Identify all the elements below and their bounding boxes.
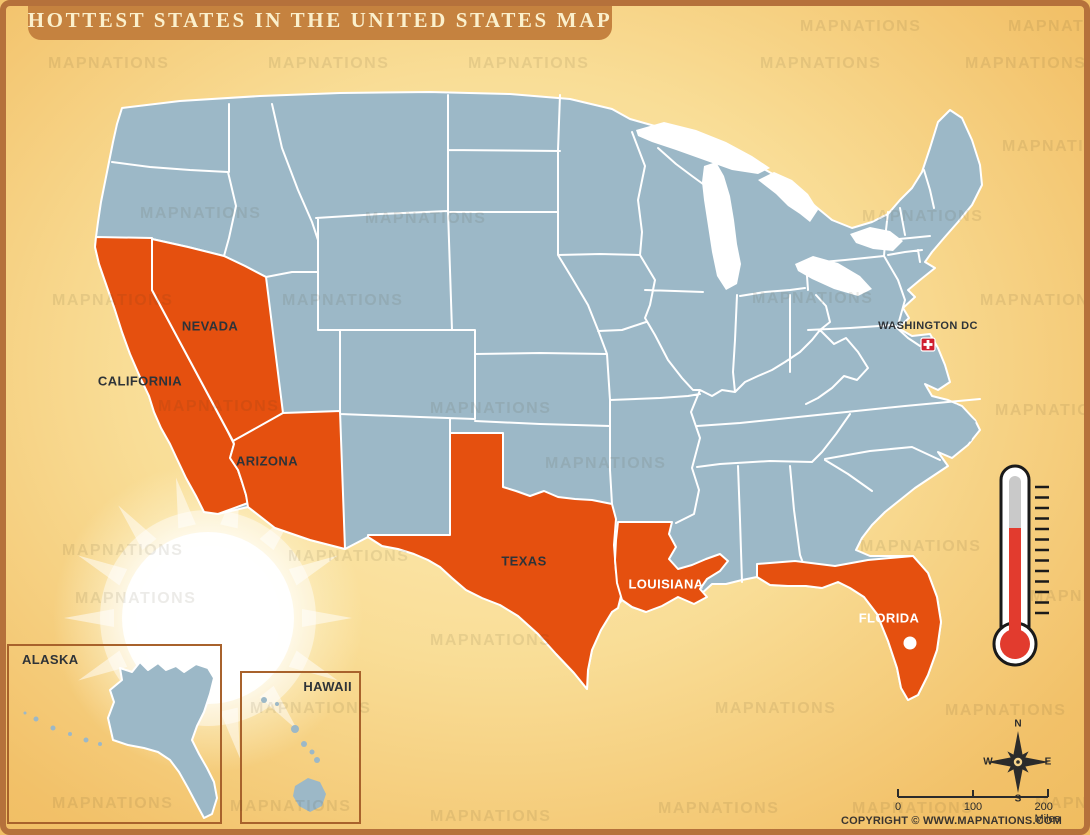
hawaii-inset bbox=[240, 671, 361, 824]
great-lakes bbox=[636, 122, 903, 296]
scale-tick-100: 100 bbox=[963, 801, 983, 813]
state-label-louisiana: LOUISIANA bbox=[628, 576, 704, 592]
continental-us-map bbox=[94, 91, 983, 701]
state-nevada bbox=[151, 238, 284, 442]
state-label-california: CALIFORNIA bbox=[97, 373, 183, 389]
alaska-inset bbox=[7, 644, 222, 824]
compass-north-label: N bbox=[1014, 718, 1022, 730]
alaska-inset-label: ALASKA bbox=[22, 652, 79, 667]
state-texas bbox=[367, 432, 623, 690]
state-label-texas: TEXAS bbox=[501, 553, 547, 569]
state-borders bbox=[111, 94, 981, 583]
hot-states bbox=[94, 236, 942, 701]
hawaii-inset-label: HAWAII bbox=[303, 679, 352, 694]
state-label-florida: FLORIDA bbox=[858, 610, 920, 626]
compass-rose-icon bbox=[987, 731, 1049, 793]
compass-east-label: E bbox=[1044, 756, 1052, 768]
alaska-landmass bbox=[107, 661, 218, 819]
lake-michigan bbox=[702, 162, 741, 290]
title-banner: HOTTEST STATES IN THE UNITED STATES MAP bbox=[28, 0, 612, 40]
state-label-arizona: ARIZONA bbox=[235, 453, 299, 469]
alaska-inset-box bbox=[7, 644, 222, 824]
thermometer-icon bbox=[992, 464, 1049, 667]
capital-flag-icon bbox=[920, 337, 936, 352]
outer-banks bbox=[954, 404, 976, 442]
hawaii-inset-box bbox=[240, 671, 361, 824]
thermometer-ticks bbox=[1035, 485, 1049, 615]
scale-tick-200-miles: 200 Miles bbox=[1034, 801, 1061, 825]
hawaii-islands bbox=[261, 697, 326, 812]
capital-label: WASHINGTON DC bbox=[878, 320, 978, 332]
lake-huron bbox=[758, 172, 818, 222]
compass-west-label: W bbox=[983, 756, 993, 768]
lake-ontario bbox=[850, 227, 903, 251]
lake-okeechobee bbox=[903, 636, 917, 650]
scale-bar bbox=[897, 789, 1049, 798]
page-title: HOTTEST STATES IN THE UNITED STATES MAP bbox=[27, 7, 613, 32]
lake-superior bbox=[636, 122, 770, 174]
state-arizona bbox=[229, 410, 346, 550]
copyright-text: COPYRIGHT © WWW.MAPNATIONS.COM bbox=[840, 815, 1062, 827]
state-louisiana bbox=[614, 521, 729, 613]
scale-tick-0: 0 bbox=[894, 801, 902, 813]
lake-erie bbox=[795, 256, 872, 296]
state-label-nevada: NEVADA bbox=[181, 318, 239, 334]
state-florida bbox=[756, 555, 942, 701]
compass-south-label: S bbox=[1014, 793, 1022, 805]
aleutian-islands bbox=[23, 711, 102, 746]
